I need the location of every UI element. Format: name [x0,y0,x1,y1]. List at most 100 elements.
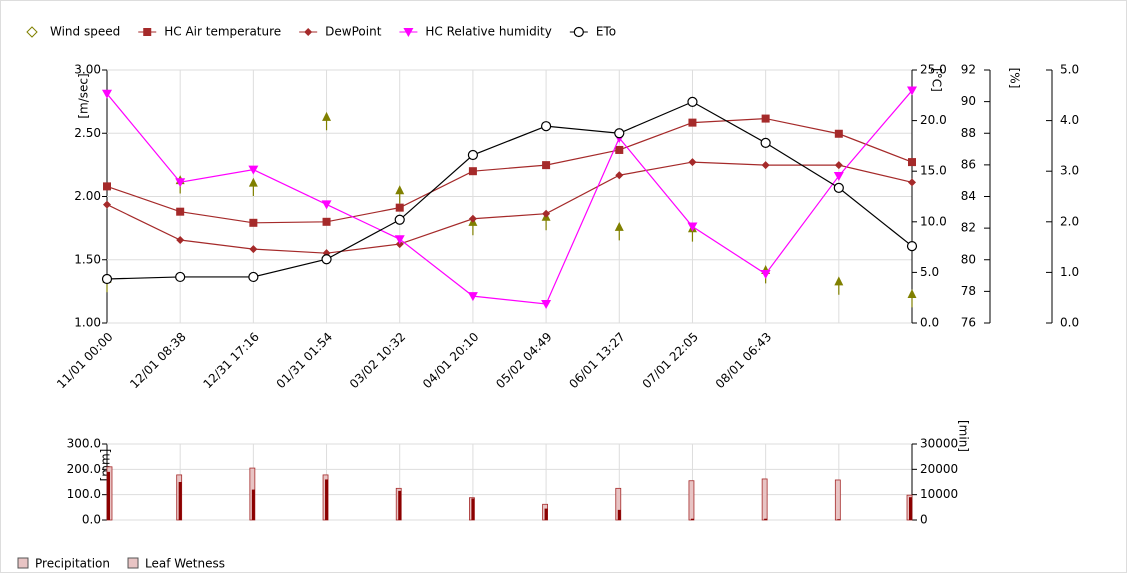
bar [544,508,548,520]
marker [615,145,624,154]
marker [322,217,331,226]
tick-label: 2.50 [74,126,101,140]
tick-label: 20.0 [920,113,947,127]
marker [321,254,332,265]
tick-label: 0.0 [920,316,939,330]
bar [834,479,841,521]
marker [760,269,771,279]
series-line [106,117,913,224]
legend-marker [304,28,313,36]
marker [395,185,405,204]
bar [617,509,621,520]
bar [471,498,475,520]
tick-label: 76 [961,316,976,330]
legend-swatch [127,557,139,569]
y2-axis-label: [min] [957,420,971,452]
marker [248,177,258,197]
marker [761,114,770,123]
bar [761,478,768,521]
bar [107,471,110,520]
marker [542,161,551,170]
marker [175,271,186,283]
bar [688,480,695,521]
legend-label: Leaf Wetness [145,557,225,571]
bar [837,519,841,520]
tick-label: 82 [961,221,976,235]
tick-label: 1.0 [1060,265,1079,279]
marker [687,96,698,107]
marker [688,118,697,127]
marker [103,182,111,191]
legend-label: HC Air temperature [164,25,281,39]
bar [398,490,402,520]
marker [394,214,405,225]
tick-label: 2.00 [74,189,101,203]
y3-axis-label: [%] [1008,68,1022,89]
tick-label: 88 [961,126,976,140]
marker [467,292,478,302]
marker [249,218,258,227]
tick-label: 2.0 [1060,214,1079,228]
legend-label: Wind speed [50,25,120,39]
marker [322,111,332,131]
tick-label: 80 [961,252,976,266]
legend-swatch [17,557,29,569]
marker [176,207,185,216]
marker [101,273,113,285]
marker [248,271,259,283]
marker [103,200,111,209]
tick-label: 3.0 [1060,164,1079,178]
bar [690,518,694,520]
marker [907,289,917,308]
marker [834,129,843,138]
tick-label: 84 [961,189,976,203]
marker [614,128,625,139]
marker [687,222,698,232]
y2-axis-label: [°C] [930,68,944,92]
marker [540,121,552,132]
marker [26,26,38,38]
marker [688,158,697,167]
marker [760,137,771,148]
bar [178,482,182,520]
legend-label: DewPoint [325,25,382,39]
marker [833,182,844,193]
tick-label: 0 [920,513,928,527]
marker [542,209,551,218]
legend-label: Precipitation [35,557,110,571]
marker [395,203,404,212]
tick-label: 5.0 [920,265,939,279]
marker [908,158,916,167]
legend-label: ETo [596,25,616,39]
tick-label: 200.0 [67,462,101,476]
marker [834,276,844,295]
marker [541,300,552,310]
tick-label: 1.50 [74,252,101,266]
tick-label: 20000 [920,462,958,476]
series-line [106,161,913,254]
marker [467,149,479,161]
marker [615,171,624,180]
bar [764,518,768,520]
tick-label: 25.0 [920,63,947,77]
legend-marker [403,28,414,37]
tick-label: 1.00 [74,316,101,330]
marker [321,200,332,210]
marker [834,161,843,170]
marker [468,214,477,223]
tick-label: 78 [961,284,976,298]
marker [249,245,258,254]
tick-label: 3.00 [74,63,101,77]
tick-label: 0.0 [1060,316,1079,330]
marker [175,178,186,188]
tick-label: 92 [961,63,976,77]
tick-label: 30000 [920,437,958,451]
marker [614,221,624,241]
marker [248,165,259,175]
tick-label: 300.0 [67,437,101,451]
tick-label: 100.0 [67,487,101,501]
tick-label: 0.0 [82,513,101,527]
tick-label: 90 [961,94,976,108]
bar [325,479,329,520]
